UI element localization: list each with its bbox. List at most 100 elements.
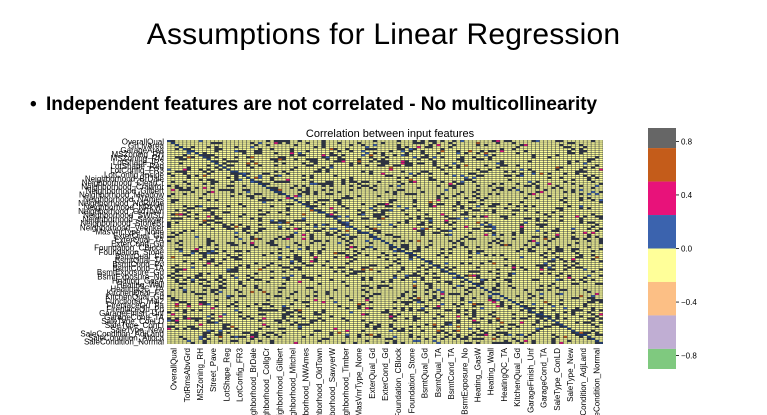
heatmap-cell	[539, 242, 544, 244]
heatmap-cell	[527, 140, 532, 142]
heatmap-cell	[357, 242, 361, 244]
heatmap-cell	[218, 166, 223, 169]
heatmap-cell	[571, 213, 575, 216]
heatmap-cell	[523, 227, 528, 230]
heatmap-cell	[198, 195, 203, 197]
heatmap-cell	[385, 140, 389, 142]
heatmap-cell	[266, 176, 270, 179]
heatmap-cell	[369, 209, 373, 212]
heatmap-cell	[512, 199, 516, 201]
heatmap-cell	[393, 168, 397, 171]
heatmap-cell	[543, 238, 548, 240]
heatmap-cell	[464, 205, 468, 208]
heatmap-cell	[206, 152, 211, 155]
heatmap-cell	[357, 166, 361, 169]
heatmap-cell	[436, 164, 441, 167]
heatmap-cell	[313, 148, 318, 150]
heatmap-cell	[500, 232, 504, 234]
heatmap-cell	[270, 189, 274, 191]
heatmap-cell	[444, 146, 449, 148]
heatmap-cell	[492, 236, 496, 238]
heatmap-cell	[440, 221, 445, 224]
heatmap-cell	[527, 203, 532, 206]
heatmap-cell	[167, 230, 171, 232]
heatmap-cell	[520, 236, 524, 238]
heatmap-cell	[266, 179, 270, 181]
heatmap-cell	[345, 209, 350, 212]
heatmap-cell	[460, 248, 465, 250]
heatmap-cell	[523, 144, 528, 146]
heatmap-cell	[432, 154, 437, 157]
heatmap-cell	[480, 238, 484, 240]
heatmap-cell	[571, 185, 575, 187]
heatmap-cell	[476, 164, 480, 167]
heatmap-cell	[298, 248, 302, 250]
heatmap-cell	[563, 158, 568, 161]
row-label: MasVnrType_None	[96, 227, 165, 236]
heatmap-cell	[520, 242, 524, 244]
heatmap-cell	[250, 213, 254, 216]
heatmap-cell	[472, 152, 476, 155]
heatmap-cell	[555, 223, 560, 226]
heatmap-cell	[555, 146, 560, 148]
heatmap-cell	[420, 199, 425, 201]
heatmap-cell	[508, 164, 512, 167]
heatmap-cell	[488, 219, 492, 222]
heatmap-cell	[361, 244, 365, 246]
heatmap-cell	[420, 209, 425, 212]
heatmap-cell	[191, 197, 195, 199]
heatmap-cell	[401, 230, 405, 232]
heatmap-cell	[575, 209, 579, 212]
heatmap-cell	[286, 240, 290, 242]
heatmap-cell	[309, 162, 314, 165]
heatmap-cell	[527, 221, 532, 224]
heatmap-cell	[539, 191, 544, 193]
heatmap-cell	[226, 232, 231, 234]
heatmap-cell	[555, 225, 560, 228]
heatmap-cell	[210, 191, 215, 193]
heatmap-cell	[496, 140, 500, 142]
heatmap-cell	[282, 205, 286, 208]
heatmap-cell	[250, 193, 254, 195]
heatmap-cell	[337, 162, 342, 165]
heatmap-cell	[397, 174, 401, 177]
heatmap-cell	[555, 189, 560, 191]
heatmap-cell	[246, 160, 250, 163]
heatmap-cell	[424, 219, 429, 222]
heatmap-cell	[254, 242, 258, 244]
heatmap-cell	[405, 168, 409, 171]
heatmap-cell	[520, 162, 524, 165]
heatmap-cell	[206, 230, 211, 232]
heatmap-cell	[516, 142, 520, 144]
heatmap-cell	[337, 225, 342, 228]
heatmap-cell	[313, 227, 318, 230]
heatmap-cell	[361, 221, 365, 224]
heatmap-cell	[290, 240, 294, 242]
heatmap-cell	[305, 225, 310, 228]
heatmap-cell	[262, 193, 266, 195]
heatmap-cell	[266, 244, 270, 246]
heatmap-cell	[167, 181, 171, 183]
heatmap-cell	[583, 183, 587, 185]
heatmap-cell	[325, 211, 330, 214]
heatmap-cell	[349, 248, 354, 250]
heatmap-cell	[456, 156, 461, 159]
heatmap-cell	[242, 183, 247, 185]
heatmap-cell	[393, 242, 397, 244]
heatmap-cell	[385, 187, 389, 189]
heatmap-cell	[571, 146, 575, 148]
heatmap-cell	[298, 148, 302, 150]
heatmap-cell	[504, 236, 508, 238]
heatmap-cell	[302, 158, 306, 161]
heatmap-cell	[369, 174, 373, 177]
heatmap-cell	[345, 203, 350, 206]
heatmap-cell	[270, 185, 274, 187]
heatmap-cell	[440, 211, 445, 214]
heatmap-cell	[337, 219, 342, 222]
heatmap-cell	[183, 160, 187, 163]
heatmap-cell	[294, 227, 298, 230]
heatmap-cell	[309, 240, 314, 242]
heatmap-cell	[575, 244, 579, 246]
heatmap-cell	[325, 172, 330, 175]
heatmap-cell	[428, 154, 433, 157]
